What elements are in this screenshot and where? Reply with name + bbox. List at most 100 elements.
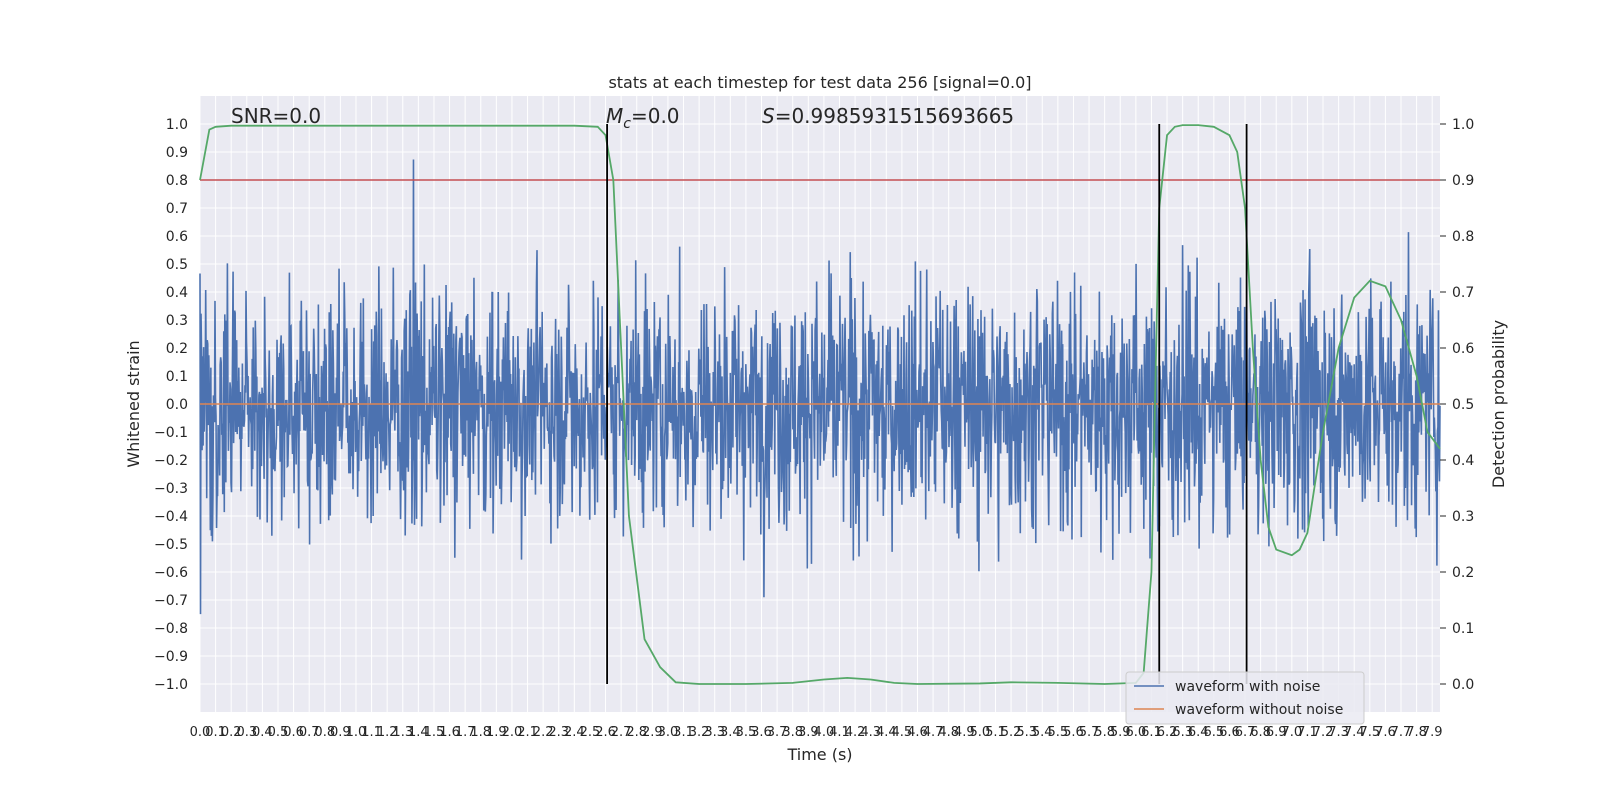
legend: waveform with noise waveform without noi… [1125,671,1365,725]
y-tick-label-right: 0.5 [1452,397,1474,413]
x-tick-label: 3.9 [798,725,819,740]
x-tick-label: 7.2 [1313,725,1334,740]
x-tick-label: 2.1 [517,725,538,740]
noise-waveform-line [199,159,1441,615]
x-tick-label: 0.3 [236,725,257,740]
x-tick-label: 4.7 [923,725,944,740]
y-tick-label-left: −0.9 [154,649,188,665]
y-tick-label-right: 0.8 [1452,229,1474,245]
x-tick-label: 4.0 [814,725,835,740]
x-tick-label: 2.7 [611,725,632,740]
legend-label-noise: waveform with noise [1175,679,1320,695]
probability-curve-line [199,124,1441,685]
x-tick-label: 6.5 [1203,725,1224,740]
y-tick-label-left: 0.5 [166,257,188,273]
legend-label-no-noise: waveform without noise [1175,702,1343,718]
x-tick-label: 6.7 [1235,725,1256,740]
detection-probability-series [199,124,1441,685]
x-tick-label: 0.1 [205,725,226,740]
x-tick-label: 0.6 [283,725,304,740]
y-tick-label-left: 0.0 [166,397,188,413]
y-tick-label-left: 0.3 [166,313,188,329]
x-tick-label: 4.2 [845,725,866,740]
x-tick-label: 6.9 [1266,725,1287,740]
x-tick-label: 2.8 [626,725,647,740]
x-tick-label: 3.6 [751,725,772,740]
chirp-mass-annotation: Mc=0.0 [606,104,680,132]
y-tick-label-left: 0.6 [166,229,188,245]
y-tick-label-right: 0.1 [1452,621,1474,637]
x-tick-label: 6.3 [1172,725,1193,740]
snr-annotation: SNR=0.0 [231,104,321,128]
x-tick-label: 1.7 [455,725,476,740]
x-axis-label: Time (s) [786,745,852,764]
x-tick-label: 7.7 [1391,725,1412,740]
x-tick-label: 7.3 [1328,725,1349,740]
y-tick-label-left: −0.1 [154,425,188,441]
y-axis-right-ticks: 0.0 0.1 0.2 0.3 0.4 0.5 0.6 0.7 0.8 0.9 1.0 [1440,117,1474,693]
x-tick-label: 4.4 [876,725,897,740]
x-tick-label: 4.6 [907,725,928,740]
y-tick-label-left: −0.3 [154,481,188,497]
x-tick-label: 4.8 [938,725,959,740]
x-tick-label: 2.3 [548,725,569,740]
x-tick-label: 6.2 [1157,725,1178,740]
x-tick-label: 5.3 [1016,725,1037,740]
x-tick-label: 1.6 [439,725,460,740]
x-tick-label: 3.4 [720,725,741,740]
x-tick-label: 1.8 [470,725,491,740]
x-tick-label: 5.1 [985,725,1006,740]
y-tick-label-left: −0.4 [154,509,188,525]
y-tick-label-left: 0.1 [166,369,188,385]
y-tick-label-left: −0.5 [154,537,188,553]
y-tick-label-right: 0.0 [1452,677,1474,693]
x-tick-label: 4.5 [892,725,913,740]
x-tick-label: 0.5 [268,725,289,740]
x-tick-label: 6.6 [1219,725,1240,740]
x-tick-label: 0.2 [221,725,242,740]
x-tick-label: 7.1 [1297,725,1318,740]
y-tick-label-right: 1.0 [1452,117,1474,133]
y-tick-label-right: 0.9 [1452,173,1474,189]
x-tick-label: 5.4 [1032,725,1053,740]
y-tick-label-left: 0.9 [166,145,188,161]
x-tick-label: 7.9 [1422,725,1443,740]
x-tick-label: 7.0 [1281,725,1302,740]
x-tick-label: 4.9 [954,725,975,740]
s-statistic-value: =0.9985931515693665 [775,104,1014,128]
chirp-mass-subscript: c [623,116,631,132]
x-tick-label: 6.8 [1250,725,1271,740]
x-tick-label: 5.0 [970,725,991,740]
y-axis-left-label: Whitened strain [124,340,143,467]
s-statistic-symbol: S [762,104,775,128]
x-tick-label: 1.2 [377,725,398,740]
legend-box [1125,671,1365,725]
y-tick-label-left: −0.6 [154,565,188,581]
x-tick-label: 2.5 [580,725,601,740]
x-tick-label: 3.8 [782,725,803,740]
x-tick-label: 3.1 [673,725,694,740]
y-tick-label-left: −1.0 [154,677,188,693]
x-tick-label: 1.5 [424,725,445,740]
x-tick-label: 7.5 [1359,725,1380,740]
x-tick-label: 5.9 [1110,725,1131,740]
chirp-mass-symbol: M [606,104,623,128]
x-tick-label: 3.5 [736,725,757,740]
y-tick-label-right: 0.3 [1452,509,1474,525]
x-tick-label: 0.8 [314,725,335,740]
x-axis-ticks: 0.00.10.20.30.40.50.60.70.80.91.01.11.21… [190,725,1443,740]
y-tick-label-left: −0.2 [154,453,188,469]
chart-title: stats at each timestep for test data 256… [608,73,1031,92]
y-tick-label-right: 0.6 [1452,341,1474,357]
y-tick-label-left: 1.0 [166,117,188,133]
x-tick-label: 7.6 [1375,725,1396,740]
x-tick-label: 0.4 [252,725,273,740]
x-tick-label: 2.2 [533,725,554,740]
x-tick-label: 5.7 [1079,725,1100,740]
x-tick-label: 1.3 [392,725,413,740]
x-tick-label: 0.9 [330,725,351,740]
x-tick-label: 5.6 [1063,725,1084,740]
x-tick-label: 3.2 [689,725,710,740]
y-tick-label-left: −0.7 [154,593,188,609]
x-tick-label: 1.0 [346,725,367,740]
